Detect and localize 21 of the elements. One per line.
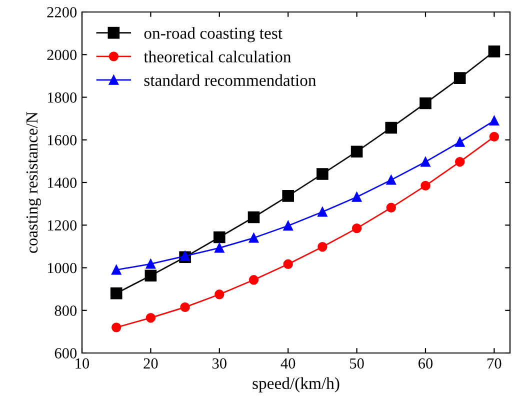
legend-label: on-road coasting test bbox=[144, 27, 282, 42]
y-tick-label: 1400 bbox=[48, 178, 77, 188]
y-axis-title: coasting resistance/N bbox=[26, 112, 42, 253]
x-tick-label: 50 bbox=[350, 358, 364, 369]
x-tick-label: 30 bbox=[212, 358, 226, 369]
legend-label: theoretical calculation bbox=[144, 50, 292, 62]
x-tick-label: 40 bbox=[280, 358, 296, 369]
x-tick-label: 10 bbox=[76, 358, 90, 369]
x-axis-title: speed/(km/h) bbox=[252, 377, 340, 392]
y-tick-label: 800 bbox=[54, 306, 77, 316]
x-tick-label: 60 bbox=[418, 358, 433, 369]
x-tick-label: 70 bbox=[488, 358, 502, 369]
legend-label: standard recommendation bbox=[144, 74, 316, 86]
y-tick-label: 1000 bbox=[48, 262, 77, 274]
y-tick-label: 1800 bbox=[48, 92, 77, 103]
y-tick-label: 600 bbox=[54, 348, 77, 358]
y-tick-label: 2200 bbox=[47, 7, 77, 18]
y-tick-label: 1600 bbox=[48, 135, 77, 146]
y-tick-label: 2000 bbox=[47, 50, 77, 60]
y-tick-label: 1200 bbox=[48, 220, 77, 231]
x-tick-label: 20 bbox=[144, 358, 158, 369]
